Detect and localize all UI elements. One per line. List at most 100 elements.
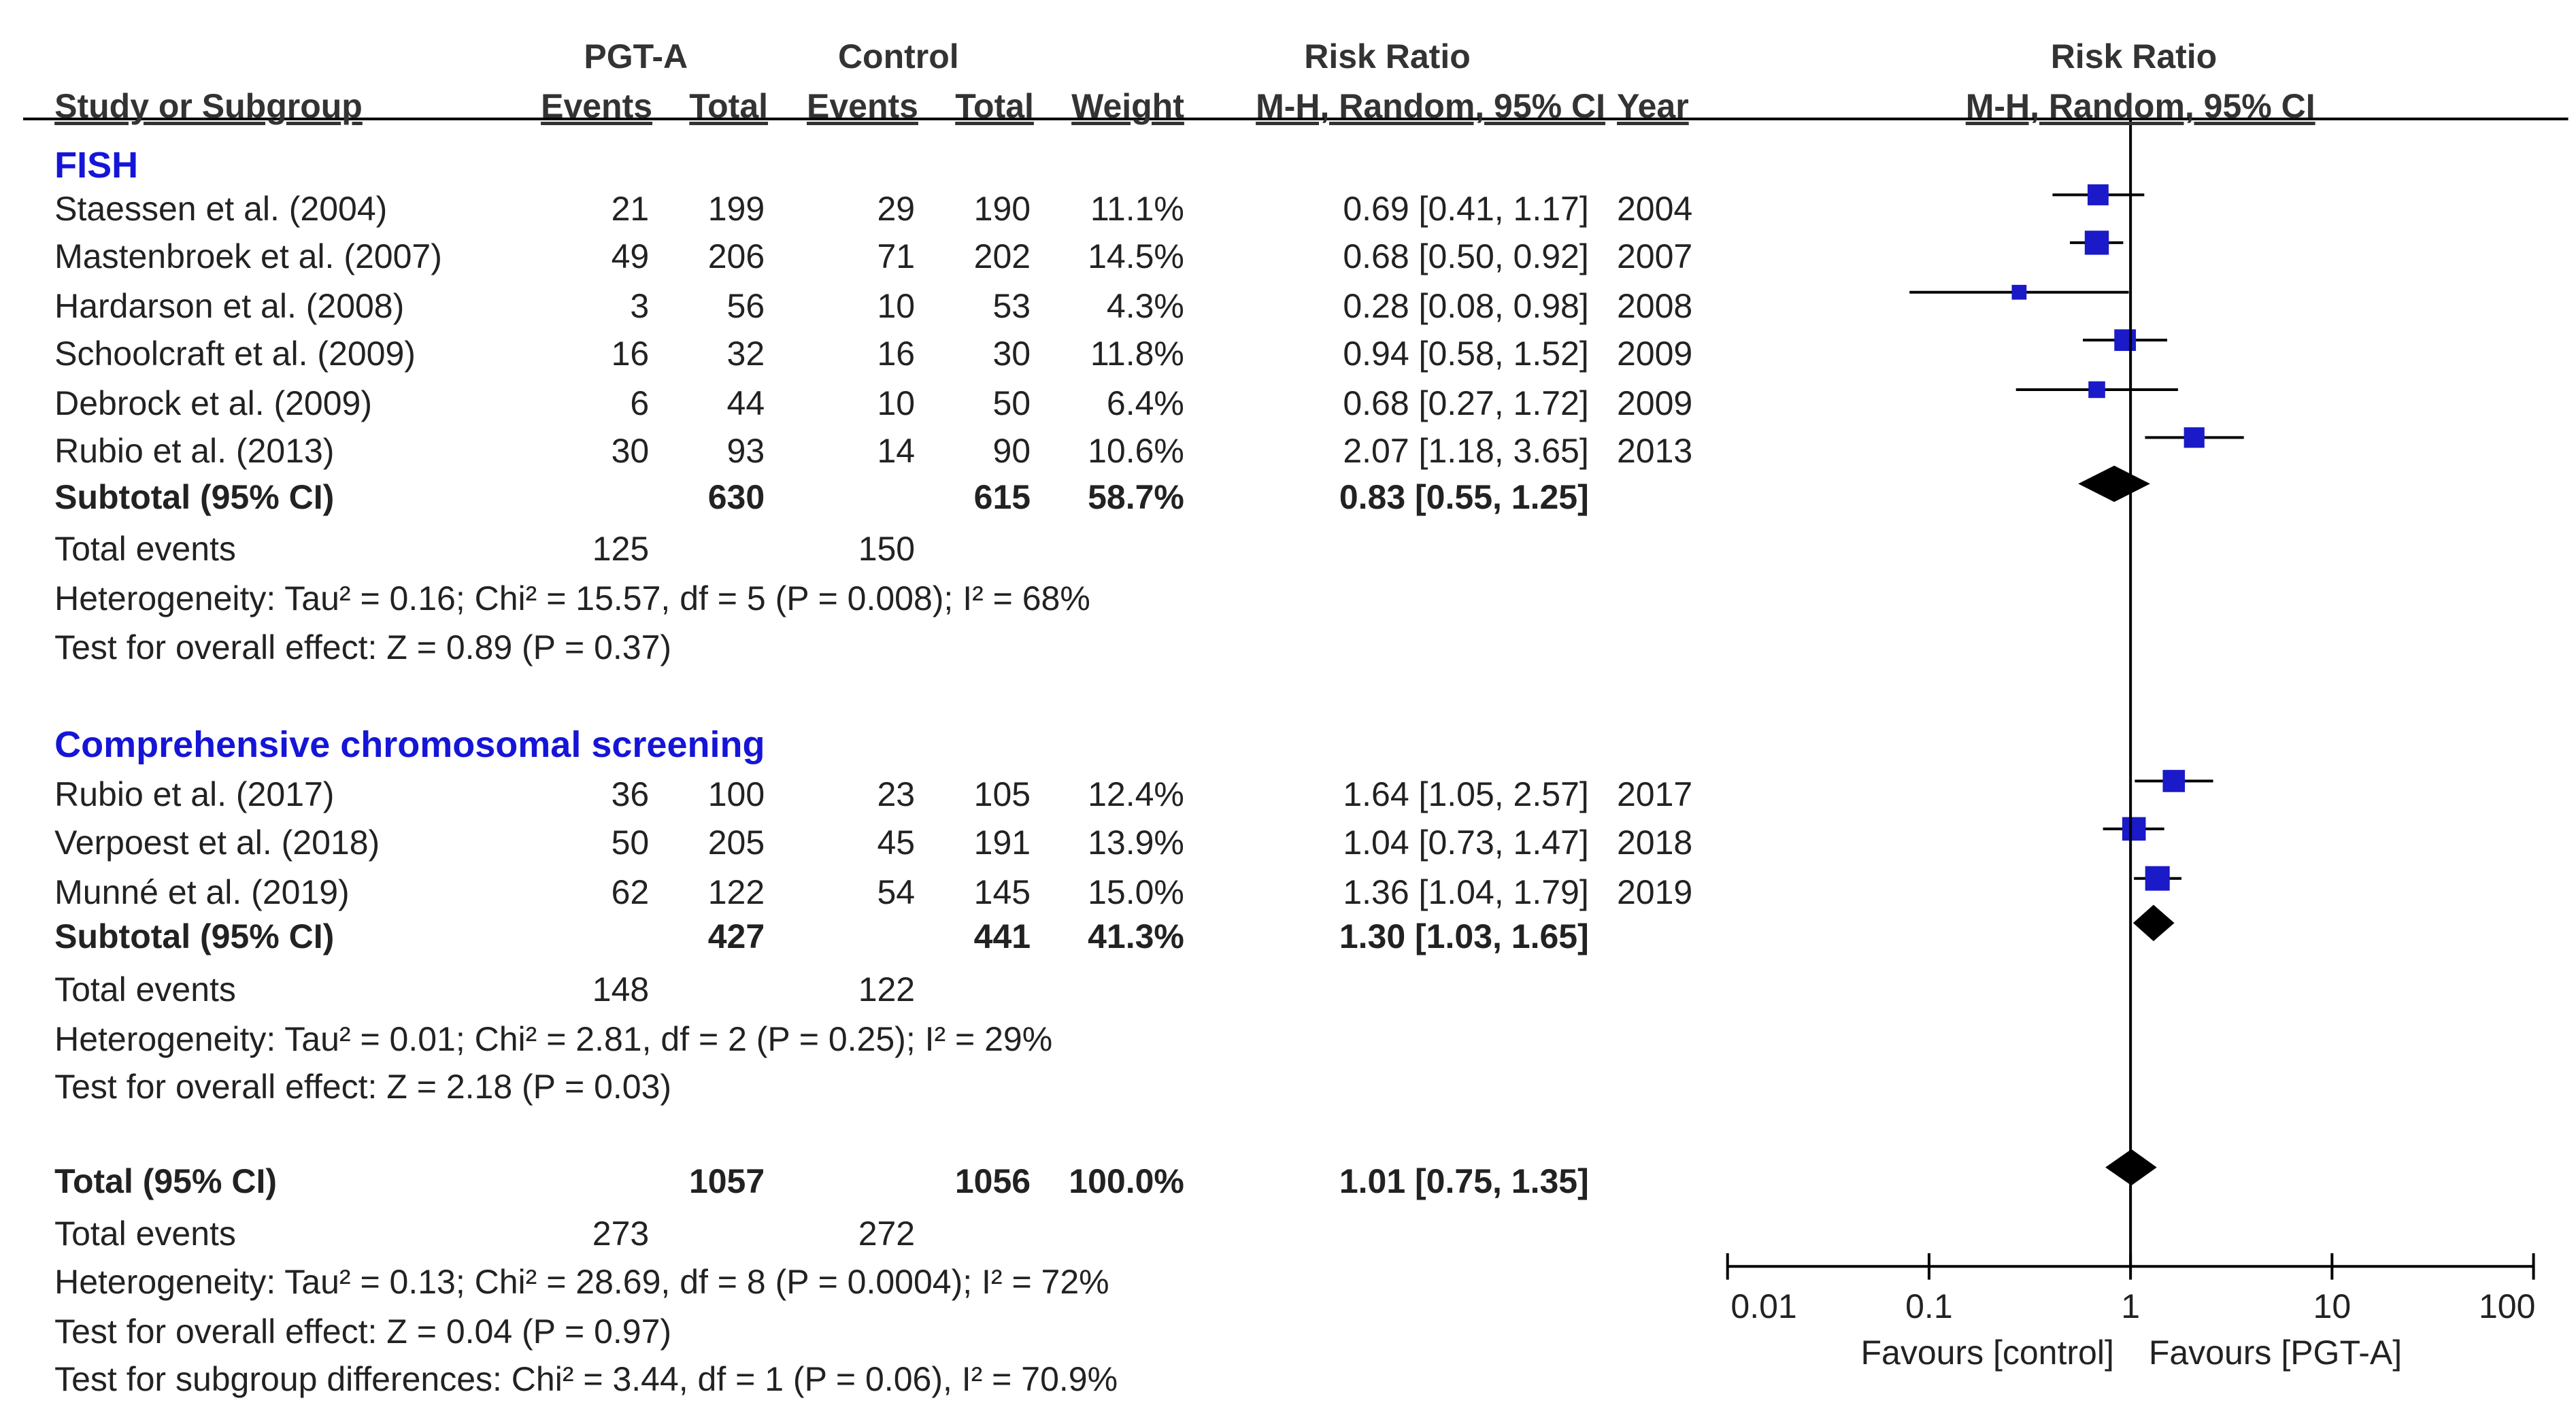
overall-effect-text: Test for overall effect: Z = 2.18 (P = 0…	[54, 1068, 672, 1106]
study-year: 2007	[1617, 237, 1693, 275]
overall-total-risk-ratio-ci: 1.01 [0.75, 1.35]	[1339, 1162, 1589, 1200]
study-risk-ratio-ci: 0.68 [0.27, 1.72]	[1343, 384, 1589, 422]
study-events-pgta: 30	[611, 432, 650, 471]
header-control: Control	[837, 37, 959, 76]
study-events-control: 16	[877, 335, 916, 373]
total-events-label: Total events	[54, 529, 236, 568]
subtotal-label: Subtotal (95% CI)	[54, 478, 335, 517]
study-weight: 6.4%	[1106, 384, 1184, 422]
x-tick-label: 1	[2121, 1287, 2141, 1326]
study-events-pgta: 36	[611, 775, 650, 814]
study-weight: 15.0%	[1088, 872, 1184, 911]
overall-total-label: Total (95% CI)	[54, 1162, 277, 1200]
subtotal-diamond	[2078, 465, 2150, 503]
overall-total-total-pgta: 1057	[688, 1162, 765, 1200]
study-events-pgta: 3	[630, 286, 650, 325]
study-risk-ratio-ci: 2.07 [1.18, 3.65]	[1343, 432, 1589, 471]
subtotal-total-control: 441	[973, 917, 1031, 956]
point-estimate-marker	[2087, 184, 2109, 205]
study-name: Staessen et al. (2004)	[54, 189, 388, 228]
heterogeneity-text: Heterogeneity: Tau² = 0.16; Chi² = 15.57…	[54, 579, 1090, 617]
point-estimate-marker	[2184, 427, 2205, 448]
study-total-control: 30	[992, 335, 1031, 373]
study-risk-ratio-ci: 0.68 [0.50, 0.92]	[1343, 237, 1589, 275]
point-estimate-marker	[2122, 817, 2146, 841]
point-estimate-marker	[2011, 284, 2027, 300]
study-events-control: 10	[877, 384, 916, 422]
study-total-pgta: 32	[726, 335, 765, 373]
total-events-control: 272	[858, 1215, 916, 1253]
study-events-control: 54	[877, 872, 916, 911]
total-events-pgta: 273	[592, 1215, 650, 1253]
subtotal-total-pgta: 630	[707, 478, 765, 517]
header-events1: Events	[541, 86, 653, 125]
total-events-pgta: 148	[592, 970, 650, 1008]
study-year: 2009	[1617, 384, 1693, 422]
study-risk-ratio-ci: 1.36 [1.04, 1.79]	[1343, 872, 1589, 911]
study-year: 2019	[1617, 872, 1693, 911]
study-weight: 4.3%	[1106, 286, 1184, 325]
total-events-control: 122	[858, 970, 916, 1008]
x-tick-label: 0.01	[1730, 1287, 1797, 1326]
total-heterogeneity-text: Heterogeneity: Tau² = 0.13; Chi² = 28.69…	[54, 1262, 1109, 1301]
total-events-pgta: 125	[592, 529, 650, 568]
header-year: Year	[1617, 86, 1689, 125]
overall-effect-text: Test for overall effect: Z = 0.89 (P = 0…	[54, 628, 672, 667]
study-name: Hardarson et al. (2008)	[54, 286, 405, 325]
subtotal-diamond	[2132, 904, 2175, 941]
study-name: Rubio et al. (2013)	[54, 432, 335, 471]
total-events-control: 150	[858, 529, 916, 568]
study-total-pgta: 206	[707, 237, 765, 275]
study-total-control: 90	[992, 432, 1031, 471]
study-year: 2018	[1617, 823, 1693, 862]
subtotal-risk-ratio-ci: 1.30 [1.03, 1.65]	[1339, 917, 1589, 956]
study-name: Rubio et al. (2017)	[54, 775, 335, 814]
study-total-control: 105	[973, 775, 1031, 814]
header-total1: Total	[689, 86, 769, 125]
study-total-control: 202	[973, 237, 1031, 275]
study-name: Verpoest et al. (2018)	[54, 823, 380, 862]
point-estimate-marker	[2088, 381, 2105, 399]
study-events-pgta: 49	[611, 237, 650, 275]
study-risk-ratio-ci: 0.94 [0.58, 1.52]	[1343, 335, 1589, 373]
plot-header-subtitle: M-H, Random, 95% CI	[1965, 86, 2315, 125]
study-total-control: 145	[973, 872, 1031, 911]
header-pgta: PGT-A	[584, 37, 688, 76]
study-events-pgta: 21	[611, 189, 650, 228]
study-total-control: 53	[992, 286, 1031, 325]
study-risk-ratio-ci: 0.28 [0.08, 0.98]	[1343, 286, 1589, 325]
header-events2: Events	[807, 86, 918, 125]
subgroup-title: Comprehensive chromosomal screening	[54, 724, 765, 766]
study-weight: 10.6%	[1088, 432, 1184, 471]
study-total-pgta: 44	[726, 384, 765, 422]
subtotal-total-control: 615	[973, 478, 1031, 517]
total-overall-effect-text: Test for overall effect: Z = 0.04 (P = 0…	[54, 1312, 672, 1351]
subtotal-total-pgta: 427	[707, 917, 765, 956]
study-events-pgta: 62	[611, 872, 650, 911]
heterogeneity-text: Heterogeneity: Tau² = 0.01; Chi² = 2.81,…	[54, 1019, 1053, 1058]
x-tick-label: 0.1	[1905, 1287, 1953, 1326]
total-events-label: Total events	[54, 1215, 236, 1253]
study-total-pgta: 100	[707, 775, 765, 814]
study-year: 2004	[1617, 189, 1693, 228]
x-tick-label: 100	[2478, 1287, 2536, 1326]
header-study: Study or Subgroup	[54, 86, 363, 125]
x-tick-label: 10	[2313, 1287, 2352, 1326]
subtotal-risk-ratio-ci: 0.83 [0.55, 1.25]	[1339, 478, 1589, 517]
favours-pgta-label: Favours [PGT-A]	[2148, 1334, 2403, 1372]
point-estimate-marker	[2162, 770, 2186, 792]
header-method: M-H, Random, 95% CI	[1256, 86, 1606, 125]
study-year: 2013	[1617, 432, 1693, 471]
study-name: Debrock et al. (2009)	[54, 384, 373, 422]
header-risk-ratio: Risk Ratio	[1304, 37, 1471, 76]
point-estimate-marker	[2145, 866, 2170, 891]
study-total-control: 50	[992, 384, 1031, 422]
subtotal-label: Subtotal (95% CI)	[54, 917, 335, 956]
subgroup-title: FISH	[54, 144, 139, 186]
study-events-control: 71	[877, 237, 916, 275]
subgroup-differences-text: Test for subgroup differences: Chi² = 3.…	[54, 1359, 1118, 1398]
study-total-pgta: 205	[707, 823, 765, 862]
study-events-control: 45	[877, 823, 916, 862]
study-weight: 12.4%	[1088, 775, 1184, 814]
